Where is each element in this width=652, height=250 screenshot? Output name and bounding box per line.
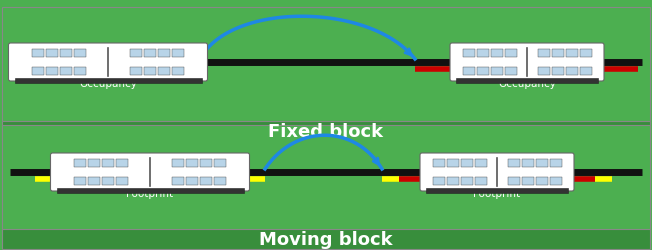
Bar [130, 68, 141, 76]
Bar [460, 159, 473, 167]
Bar [2, 8, 650, 123]
Bar [537, 68, 550, 76]
Bar [490, 68, 503, 76]
Bar [505, 68, 516, 76]
Bar [143, 68, 156, 76]
Bar [550, 177, 561, 185]
Bar [2, 229, 650, 249]
Bar [432, 177, 445, 185]
Bar [74, 159, 86, 167]
FancyBboxPatch shape [450, 44, 604, 82]
Bar [116, 159, 128, 167]
Bar [32, 68, 44, 76]
Bar [32, 50, 44, 58]
Bar [143, 50, 156, 58]
Bar [74, 177, 86, 185]
Bar [200, 159, 212, 167]
Text: Occupancy: Occupancy [79, 79, 137, 89]
Bar [535, 159, 548, 167]
Bar [200, 177, 212, 185]
Bar [2, 126, 650, 231]
Bar [74, 50, 86, 58]
FancyBboxPatch shape [50, 154, 250, 191]
Bar [490, 50, 503, 58]
Bar [462, 50, 475, 58]
Bar [550, 159, 561, 167]
Bar [171, 159, 184, 167]
Bar [475, 159, 486, 167]
Bar [537, 50, 550, 58]
Bar [552, 68, 563, 76]
Bar [102, 159, 114, 167]
Bar [447, 159, 458, 167]
Bar [475, 177, 486, 185]
Text: Footprint: Footprint [473, 188, 520, 198]
Bar [158, 68, 170, 76]
Bar [2, 122, 650, 142]
Bar [580, 68, 591, 76]
Bar [46, 68, 58, 76]
Bar [130, 50, 141, 58]
Bar [552, 50, 563, 58]
Bar [158, 50, 170, 58]
Bar [507, 159, 520, 167]
FancyBboxPatch shape [8, 44, 207, 82]
Text: Moving block: Moving block [259, 230, 393, 248]
Bar [214, 159, 226, 167]
Bar [432, 159, 445, 167]
Text: Footprint: Footprint [126, 188, 173, 198]
Bar [565, 50, 578, 58]
Bar [57, 188, 243, 193]
Bar [88, 177, 100, 185]
Bar [477, 50, 488, 58]
FancyBboxPatch shape [420, 154, 574, 191]
Bar [14, 79, 201, 84]
Bar [507, 177, 520, 185]
Bar [535, 177, 548, 185]
Bar [60, 68, 72, 76]
Bar [186, 177, 198, 185]
Bar [116, 177, 128, 185]
Bar [171, 50, 184, 58]
Bar [214, 177, 226, 185]
Bar [565, 68, 578, 76]
Bar [522, 159, 533, 167]
Bar [74, 68, 86, 76]
Bar [88, 159, 100, 167]
Bar [426, 188, 568, 193]
Bar [462, 68, 475, 76]
Bar [477, 68, 488, 76]
Bar [46, 50, 58, 58]
Bar [60, 50, 72, 58]
Bar [580, 50, 591, 58]
Bar [456, 79, 598, 84]
Bar [171, 68, 184, 76]
Bar [171, 177, 184, 185]
Bar [460, 177, 473, 185]
Bar [505, 50, 516, 58]
Text: Fixed block: Fixed block [269, 122, 383, 140]
Text: Occupancy: Occupancy [498, 79, 556, 89]
Bar [447, 177, 458, 185]
Bar [522, 177, 533, 185]
Bar [102, 177, 114, 185]
Bar [186, 159, 198, 167]
